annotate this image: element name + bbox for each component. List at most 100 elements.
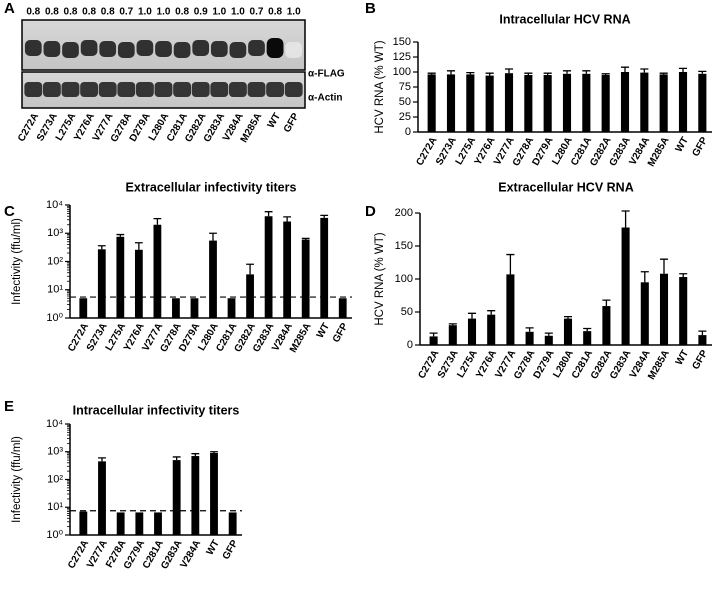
actin-band — [284, 82, 303, 97]
blot-ratio: 1.0 — [138, 7, 152, 18]
error-bar — [448, 323, 457, 326]
bar — [79, 298, 88, 318]
error-bar — [429, 332, 438, 337]
x-tick-label: GFP — [690, 348, 710, 372]
error-bar — [446, 70, 456, 75]
bar — [602, 306, 611, 345]
bar — [543, 75, 552, 132]
panel-letter: E — [4, 398, 14, 415]
blot-ratio: 0.9 — [194, 7, 208, 18]
bar — [301, 239, 310, 318]
bar — [116, 512, 125, 535]
bar — [446, 74, 456, 132]
bar — [79, 511, 88, 535]
error-bar — [583, 327, 592, 332]
x-tick-label: WT — [674, 348, 691, 367]
bar — [678, 72, 688, 132]
error-bar — [467, 312, 477, 319]
bar — [487, 314, 496, 345]
blot-ratio: 0.8 — [268, 7, 282, 18]
error-bar — [678, 67, 688, 72]
error-bar — [659, 72, 668, 75]
blot-ratio: 1.0 — [287, 7, 301, 18]
y-tick-label: 50 — [401, 306, 413, 318]
bar — [698, 73, 707, 132]
error-bar — [98, 457, 106, 462]
blot-ratio: 0.7 — [119, 7, 133, 18]
error-bar — [582, 70, 591, 74]
bar — [228, 512, 237, 535]
bar — [524, 75, 533, 132]
error-bar — [602, 299, 611, 307]
bar — [190, 298, 199, 318]
error-bar — [485, 72, 494, 76]
y-tick-label: 25 — [399, 111, 411, 123]
flag-band — [43, 41, 61, 57]
error-bar — [525, 327, 534, 332]
error-bar — [679, 273, 688, 278]
flag-band — [80, 40, 98, 56]
error-bar — [153, 217, 162, 225]
bar — [698, 335, 707, 345]
bar — [448, 325, 457, 345]
bar — [504, 73, 514, 132]
actin-band — [61, 82, 80, 97]
error-bar — [543, 72, 552, 75]
blot-label: α-FLAG — [308, 69, 345, 80]
flag-band — [285, 42, 303, 58]
blot-ratio: 0.8 — [175, 7, 189, 18]
panel-letter: A — [4, 0, 15, 17]
panel-letter: B — [365, 0, 376, 17]
y-tick-label: 75 — [399, 81, 411, 93]
bar — [659, 74, 668, 132]
y-tick-label: 10² — [47, 473, 63, 485]
bar — [264, 216, 273, 318]
actin-band — [173, 82, 192, 97]
error-bar — [246, 263, 254, 275]
actin-band — [191, 82, 210, 97]
chart-title: Extracellular infectivity titers — [126, 180, 297, 194]
error-bar — [320, 214, 329, 218]
bar — [283, 221, 292, 318]
error-bar — [209, 232, 217, 241]
chart-title: Extracellular HCV RNA — [498, 180, 633, 194]
chart-title: Intracellular infectivity titers — [73, 403, 240, 417]
x-tick-label: WT — [315, 321, 332, 340]
chart-title: Intracellular HCV RNA — [499, 12, 630, 26]
bar — [154, 512, 162, 535]
x-tick-label: GFP — [331, 321, 351, 345]
blot-ratio: 0.8 — [101, 7, 115, 18]
y-tick-label: 200 — [395, 207, 413, 219]
error-bar — [544, 332, 553, 336]
actin-band — [42, 82, 61, 97]
error-bar — [698, 70, 707, 74]
bar — [562, 73, 572, 132]
error-bar — [134, 242, 143, 250]
blot-ratio: 0.8 — [64, 7, 78, 18]
bar — [172, 298, 180, 318]
error-bar — [466, 71, 475, 75]
error-bar — [172, 456, 181, 461]
bar — [135, 512, 144, 535]
actin-band — [154, 82, 173, 97]
bar — [466, 74, 475, 132]
y-tick-label: 10⁰ — [46, 312, 63, 324]
blot-ratio: 0.8 — [82, 7, 96, 18]
blot-ratio: 0.8 — [45, 7, 59, 18]
bar — [427, 74, 436, 132]
bar — [209, 240, 217, 318]
flag-band — [210, 41, 228, 57]
bar — [172, 460, 181, 535]
error-bar — [191, 453, 200, 457]
bar — [320, 217, 329, 318]
flag-band — [24, 40, 42, 56]
error-bar — [97, 245, 106, 250]
bar — [191, 456, 200, 535]
bar — [429, 336, 438, 345]
y-tick-label: 10¹ — [47, 284, 63, 296]
y-axis-label: HCV RNA (% WT) — [374, 40, 386, 133]
bar — [679, 277, 688, 345]
bar — [506, 274, 515, 345]
flag-band — [173, 42, 191, 58]
